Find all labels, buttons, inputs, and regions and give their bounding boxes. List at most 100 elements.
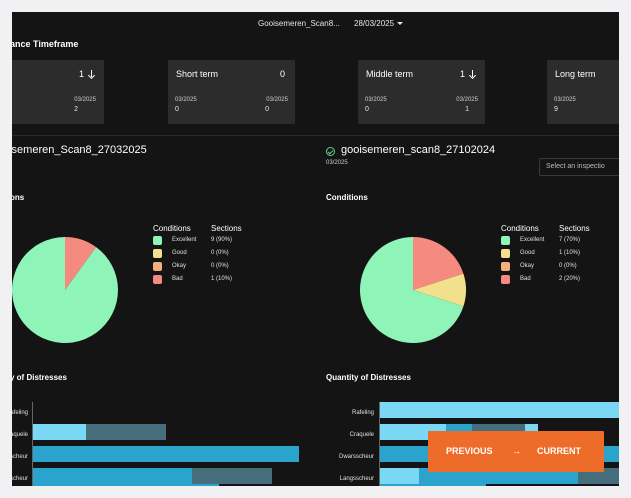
legend-swatch [153, 275, 162, 284]
bar-segment [419, 468, 578, 484]
card-value: 1 [460, 69, 475, 79]
legend-swatch [501, 236, 510, 245]
bar-segment [33, 446, 299, 462]
legend-name: Okay [520, 263, 535, 269]
card-num-left: 0 [175, 106, 179, 113]
project-name[interactable]: Gooisemeren_Scan8... [258, 19, 340, 28]
legend-name: Excellent [172, 237, 197, 243]
timeframe-card-middle-term[interactable]: Middle term 1 03/2025 0 03/2025 1 [358, 60, 485, 124]
distress-bar-chart [32, 402, 299, 486]
chevron-down-icon [397, 22, 404, 26]
legend-name: Good [520, 250, 535, 256]
legend-value: 2 (20%) [559, 276, 581, 282]
bar-label: afeling [12, 410, 28, 416]
card-date-left: 03/2025 [365, 97, 387, 103]
pie-slice-bad [65, 237, 97, 290]
card-title: Short term [176, 69, 219, 79]
legend-swatch [153, 236, 162, 245]
bar-label: Langsscheur [339, 476, 374, 482]
compare-previous-current-button[interactable]: PREVIOUS → CURRENT [428, 431, 604, 472]
conditions-label: ons [12, 193, 25, 202]
legend-value: 0 (0%) [559, 263, 577, 269]
card-num-right: 2 [74, 106, 78, 113]
legend-value: 7 (70%) [559, 237, 581, 243]
legend-name: Bad [520, 276, 531, 282]
panel-title: oisemeren_Scan8_27032025 [12, 144, 147, 156]
panel-previous-scan: gooisemeren_scan8_27102024 03/2025 Selec… [317, 136, 619, 486]
top-bar: Gooisemeren_Scan8... 28/03/2025 [12, 12, 619, 36]
card-title: Long term [555, 69, 596, 79]
bar-label: scheur [12, 476, 28, 482]
legend-value: 9 (90%) [211, 237, 233, 243]
bar-segment [33, 484, 219, 486]
pie-slice-good [413, 273, 466, 307]
pie-slice-excellent [360, 237, 464, 343]
distress-label: y of Distresses [12, 373, 67, 382]
bar-segment [33, 468, 192, 484]
card-date-left: 03/2025 [175, 97, 197, 103]
arrow-right-icon: → [512, 446, 521, 456]
inspection-select[interactable]: Select an inspectio [539, 158, 619, 176]
conditions-pie-chart [360, 237, 466, 343]
check-circle-icon [326, 147, 335, 156]
legend-value: 0 (0%) [211, 250, 229, 256]
bar-label: Craquele [349, 432, 374, 438]
card-num-right: 1 [465, 106, 469, 113]
arrow-down-icon [469, 70, 475, 78]
timeframe-card-immediate[interactable]: 1 03/2025 2 [12, 60, 104, 124]
card-num-left: 0 [365, 106, 369, 113]
legend-name: Okay [172, 263, 187, 269]
legend-sections-header: Sections [211, 224, 242, 233]
card-date-right: 03/2025 [74, 97, 96, 103]
app-screen: Gooisemeren_Scan8... 28/03/2025 ance Tim… [12, 12, 619, 486]
conditions-pie-chart [12, 237, 118, 343]
legend-name: Good [172, 250, 187, 256]
previous-label: PREVIOUS [446, 446, 493, 456]
card-title: Middle term [366, 69, 414, 79]
date-label: 28/03/2025 [354, 19, 395, 28]
pie-slice-bad [413, 237, 464, 290]
card-count: 1 [78, 69, 84, 79]
bar-label: Dwarsscheur [338, 454, 374, 460]
card-value: 1 [79, 69, 94, 79]
card-date-right: 03/2025 [456, 97, 478, 103]
timeframe-card-long-term[interactable]: Long term 03/2025 9 [547, 60, 619, 124]
card-num-right: 0 [265, 106, 269, 113]
legend-swatch [153, 262, 162, 271]
current-label: CURRENT [537, 446, 581, 456]
legend-sections-header: Sections [559, 224, 590, 233]
bar-segment [380, 402, 619, 418]
legend-swatch [501, 262, 510, 271]
legend-conditions-header: Conditions [153, 224, 191, 233]
legend-value: 0 (0%) [211, 263, 229, 269]
timeframe-card-short-term[interactable]: Short term 0 03/2025 0 03/2025 0 [168, 60, 295, 124]
card-count: 1 [459, 69, 465, 79]
legend-value: 1 (10%) [559, 250, 581, 256]
card-date-left: 03/2025 [554, 97, 576, 103]
card-value: 0 [279, 69, 285, 79]
divider [12, 135, 619, 136]
arrow-down-icon [88, 70, 94, 78]
panel-title: gooisemeren_scan8_27102024 [341, 144, 496, 156]
legend-swatch [501, 249, 510, 258]
panel-current-scan: oisemeren_Scan8_27032025 ons Conditions … [12, 136, 312, 486]
distress-label: Quantity of Distresses [326, 373, 411, 382]
bar-label: Rafeling [351, 410, 374, 416]
bar-segment [33, 424, 86, 440]
legend-name: Bad [172, 276, 183, 282]
legend-name: Excellent [520, 237, 545, 243]
date-selector[interactable]: 28/03/2025 [354, 19, 404, 28]
bar-label: scheur [12, 454, 28, 460]
timeframe-title: ance Timeframe [12, 39, 79, 49]
panel-date: 03/2025 [326, 160, 348, 166]
conditions-label: Conditions [326, 193, 368, 202]
pie-slice-excellent [12, 237, 118, 343]
legend-value: 1 (10%) [211, 276, 233, 282]
bar-segment [86, 424, 166, 440]
bar-segment [380, 484, 486, 486]
card-date-right: 03/2025 [266, 97, 288, 103]
bar-segment [380, 468, 419, 484]
select-placeholder: Select an inspectio [546, 163, 605, 170]
legend-swatch [153, 249, 162, 258]
card-num-left: 9 [554, 106, 558, 113]
